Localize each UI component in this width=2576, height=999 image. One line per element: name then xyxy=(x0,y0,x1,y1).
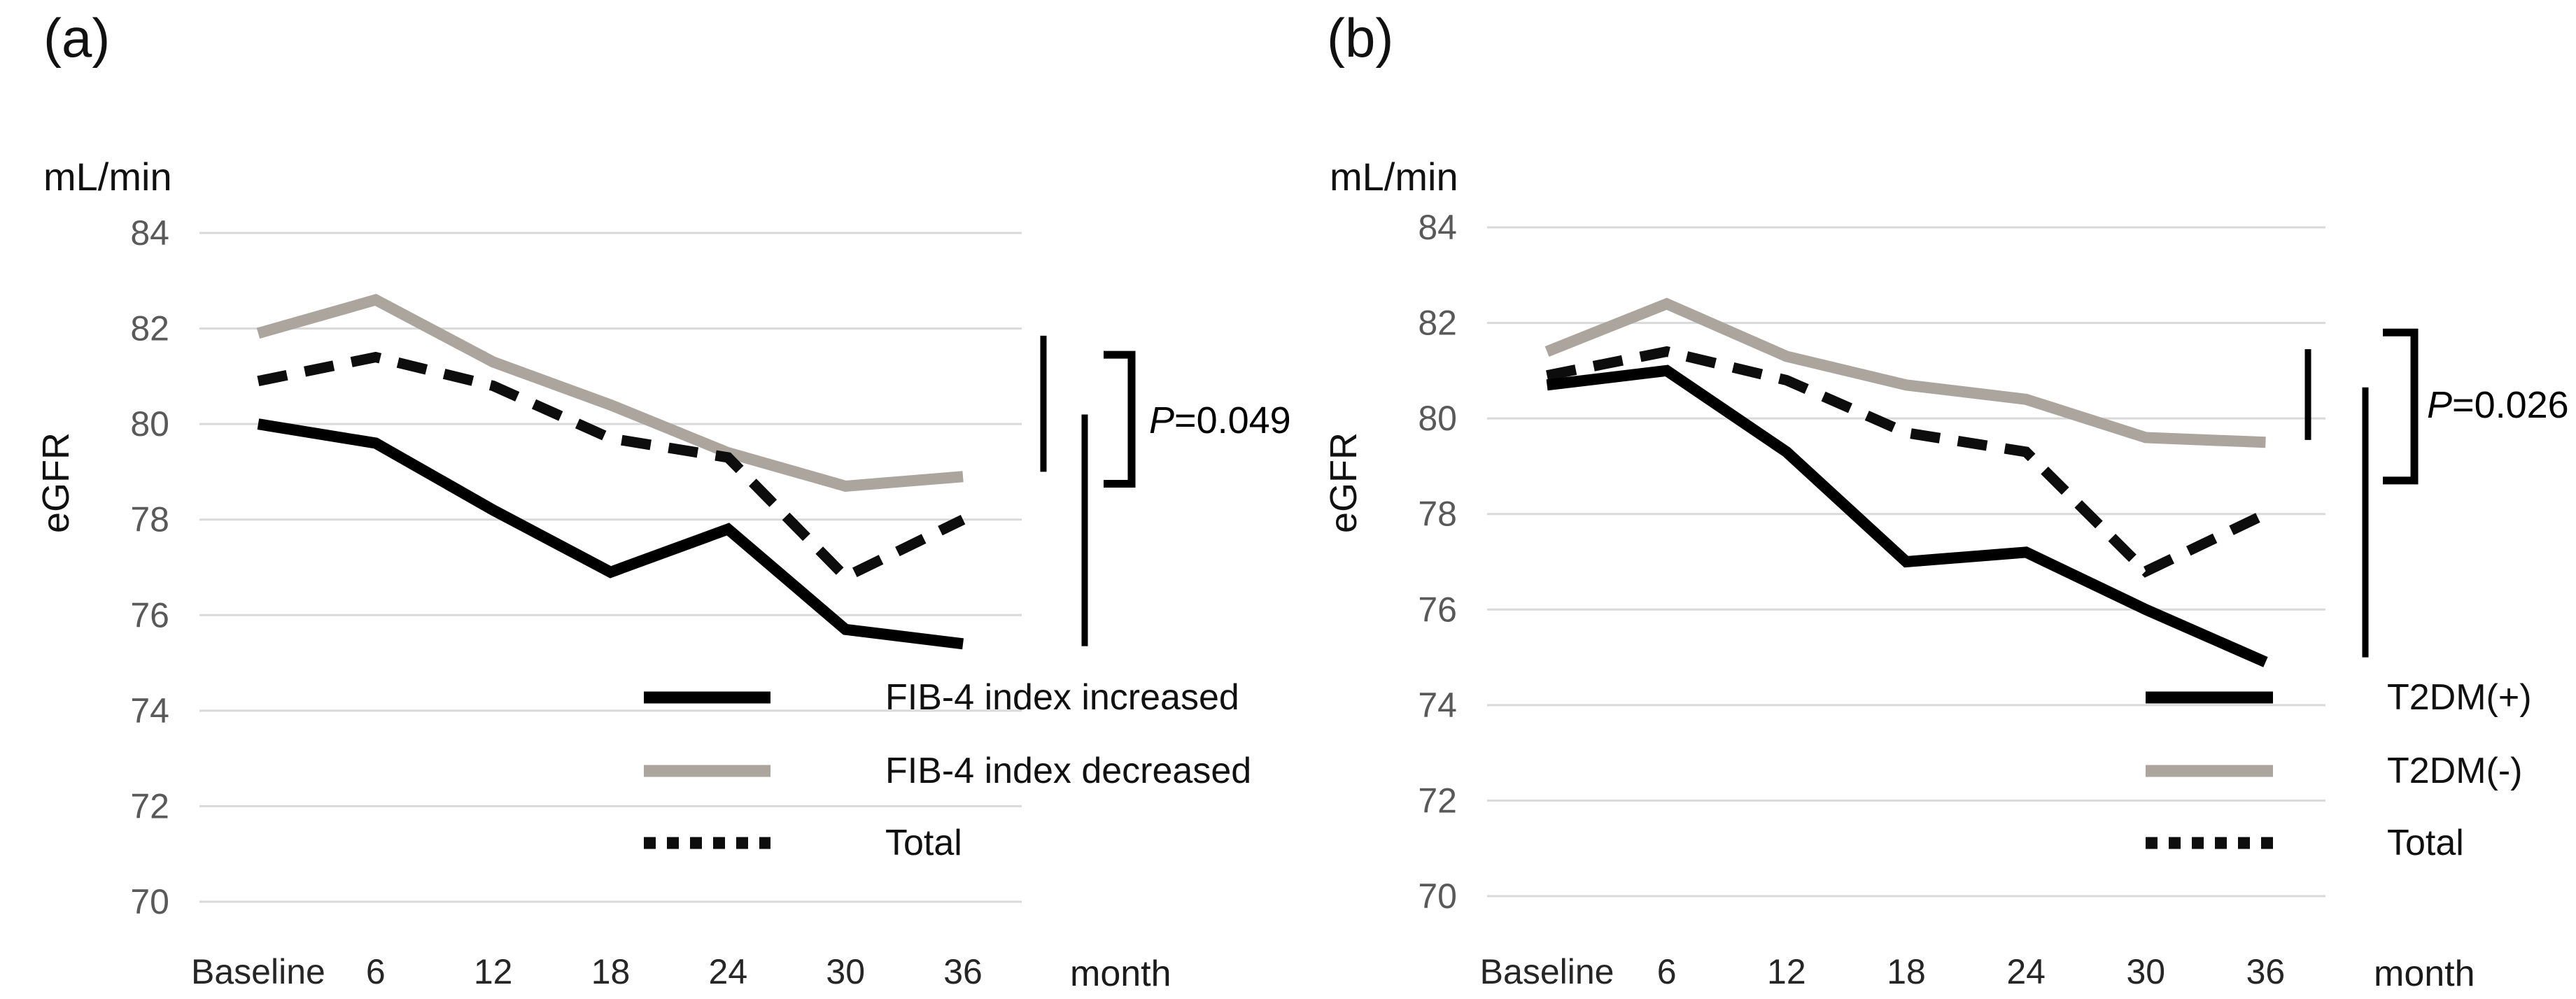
panel-b-x-tick-label: 6 xyxy=(1657,952,1677,991)
panel-a-x-tick-label: 6 xyxy=(366,952,386,991)
panel-b-y-tick-label: 82 xyxy=(1418,304,1457,343)
p-value-text: =0.049 xyxy=(1174,399,1291,441)
panel-b-series-line-total xyxy=(1546,346,2268,578)
panel-a-series-line-fib-4-index-decreased xyxy=(256,294,964,493)
p-symbol: P xyxy=(2427,384,2453,426)
panel-a-legend-label-total: Total xyxy=(885,823,962,863)
panel-a-y-tick-label: 76 xyxy=(130,595,169,635)
panel-b-y-tick-label: 76 xyxy=(1418,590,1457,629)
panel-a-significance-bracket xyxy=(1104,350,1136,488)
panel-a-series-line-total xyxy=(257,351,966,583)
panel-b-y-tick-label: 74 xyxy=(1418,686,1457,725)
panel-a-x-tick-label: 24 xyxy=(709,952,748,991)
panel-a-legend-label-increased: FIB-4 index increased xyxy=(885,677,1239,718)
panel-b-y-tick-label: 78 xyxy=(1418,495,1457,534)
panel-a-y-tick-label: 78 xyxy=(130,500,169,539)
panel-b-x-tick-label: 12 xyxy=(1767,952,1806,991)
panel-a-unit-label: mL/min xyxy=(43,155,172,199)
panel-b-x-tick-label: Baseline xyxy=(1480,952,1614,991)
panel-b-legend-label-total: Total xyxy=(2387,823,2464,863)
panel-b-y-tick-label: 80 xyxy=(1418,399,1457,438)
panel-b-unit-label: mL/min xyxy=(1330,155,1458,199)
panel-a-y-tick-label: 70 xyxy=(130,882,169,921)
panel-a-series-line-fib-4-index-increased xyxy=(257,418,964,650)
panel-a-x-tick-label: 36 xyxy=(943,952,983,991)
panel-b-legend-label-t2dm-neg: T2DM(-) xyxy=(2387,751,2523,791)
panel-b-title: (b) xyxy=(1327,7,1394,69)
panel-a-y-axis-title: eGFR xyxy=(35,432,77,534)
panel-a-x-axis-title: month xyxy=(1070,954,1171,994)
panel-a-x-tick-label: 30 xyxy=(826,952,865,991)
panel-a-x-tick-label: 18 xyxy=(591,952,631,991)
p-symbol: P xyxy=(1149,399,1175,441)
panel-a-y-tick-label: 84 xyxy=(130,213,169,253)
panel-b-series-line-t2dm xyxy=(1546,364,2268,667)
panel-b-x-tick-label: 36 xyxy=(2246,952,2286,991)
panel-a-x-tick-label: 12 xyxy=(474,952,513,991)
panel-b-x-tick-label: 24 xyxy=(2006,952,2046,991)
panel-a-y-tick-label: 80 xyxy=(130,404,169,444)
panel-a-x-tick-label: Baseline xyxy=(191,952,325,991)
panel-b-series-line-t2dm xyxy=(1544,297,2266,448)
panel-a-y-tick-label: 72 xyxy=(130,786,169,826)
panel-a-y-tick-label: 74 xyxy=(130,691,169,730)
panel-b-y-tick-label: 84 xyxy=(1418,208,1457,247)
panel-b-x-axis-title: month xyxy=(2374,954,2475,994)
panel-b-legend-label-t2dm-pos: T2DM(+) xyxy=(2387,677,2532,718)
panel-a-title: (a) xyxy=(43,7,111,69)
panel-b-significance-bracket xyxy=(2383,328,2419,485)
panel-b-p-value: P=0.026 xyxy=(2427,383,2569,427)
panel-b-x-tick-label: 18 xyxy=(1887,952,1926,991)
panel-a-legend-label-decreased: FIB-4 index decreased xyxy=(885,751,1252,791)
panel-b-y-tick-label: 72 xyxy=(1418,781,1457,820)
p-value-text: =0.026 xyxy=(2452,384,2569,426)
panel-b-y-axis-title: eGFR xyxy=(1323,432,1365,534)
panel-a-y-tick-label: 82 xyxy=(130,309,169,348)
panel-b-y-tick-label: 70 xyxy=(1418,877,1457,916)
panel-b-x-tick-label: 30 xyxy=(2126,952,2165,991)
panel-a-p-value: P=0.049 xyxy=(1149,399,1291,442)
